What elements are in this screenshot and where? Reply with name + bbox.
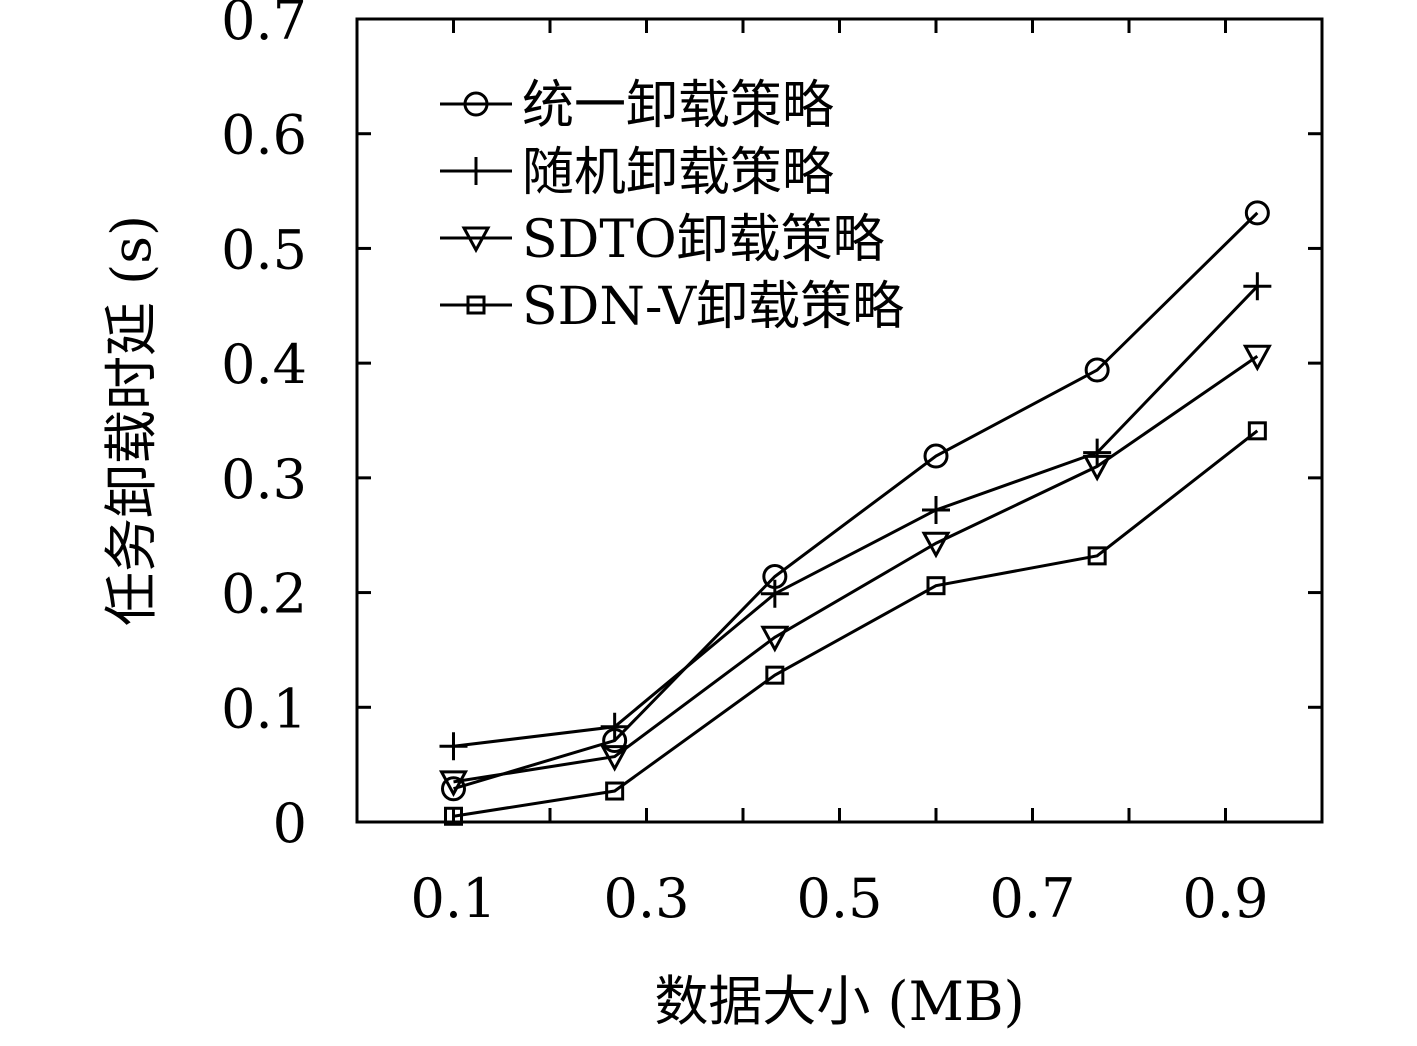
series-line [453,285,1259,748]
triangle-down-marker [438,770,469,797]
circle-marker [1084,357,1110,383]
plus-marker [600,712,629,741]
y-tick-label: 0.3 [221,448,307,511]
triangle-down-marker [1082,454,1112,482]
legend-entry: SDTO卸载策略 [440,210,885,270]
square-marker [1247,421,1267,441]
series-line [453,429,1259,818]
legend-label: 统一卸载策略 [522,76,834,136]
y-axis-title: 任务卸载时延 (s) [100,215,163,626]
series-3 [438,344,1272,797]
square-marker [926,576,946,596]
legend-entry: 随机卸载策略 [440,143,834,203]
y-tick-label: 0 [273,792,307,855]
series-layer [438,200,1272,826]
plot-frame [355,17,1324,824]
y-tick-label: 0.6 [221,104,307,167]
y-axis-ticks: 0 0.1 0.2 0.3 0.4 0.5 0.6 0.7 [221,0,1322,855]
circle-marker [1244,200,1270,226]
triangle-down-marker [600,745,630,772]
plus-marker [1083,438,1112,467]
plus-marker [760,579,789,608]
plus-marker [1243,272,1272,301]
x-axis-title: 数据大小 (MB) [654,970,1024,1033]
x-tick-label: 0.5 [797,867,883,930]
legend-entry: SDN-V卸载策略 [440,277,904,337]
square-marker [1087,546,1107,566]
x-tick-label: 0.1 [411,867,497,930]
x-tick-label: 0.7 [990,867,1076,930]
y-tick-label: 0.2 [221,563,307,626]
x-tick-label: 0.9 [1183,867,1269,930]
x-tick-label: 0.3 [604,867,690,930]
square-marker [605,781,625,801]
legend-label: SDTO卸载策略 [522,210,885,270]
legend-entry: 统一卸载策略 [440,76,834,136]
square-marker [444,806,463,826]
series-4 [444,421,1267,826]
circle-marker [923,443,949,469]
square-marker [765,665,785,685]
triangle-down-marker [921,531,951,559]
plus-marker [922,495,950,524]
y-tick-label: 0.7 [221,0,307,52]
series-line [453,211,1259,791]
series-line [453,355,1259,784]
triangle-down-marker [461,226,491,254]
y-tick-label: 0.5 [221,218,307,281]
circle-marker [441,776,466,802]
legend-label: 随机卸载策略 [522,143,834,203]
legend-label: SDN-V卸载策略 [522,277,904,337]
triangle-down-marker [1242,344,1272,372]
plot-area: 0.1 0.3 0.5 0.7 0.9 0 0.1 0.2 0.3 0.4 0.5 0.6 0.7 [221,0,1324,930]
plus-marker [439,732,468,761]
series-2 [439,272,1272,761]
circle-marker [463,91,489,117]
triangle-down-marker [760,625,790,653]
x-axis-ticks: 0.1 0.3 0.5 0.7 0.9 [411,19,1269,930]
y-tick-label: 0.4 [221,333,307,396]
y-tick-label: 0.1 [221,677,307,740]
plus-marker [462,157,490,185]
square-marker [466,295,486,315]
